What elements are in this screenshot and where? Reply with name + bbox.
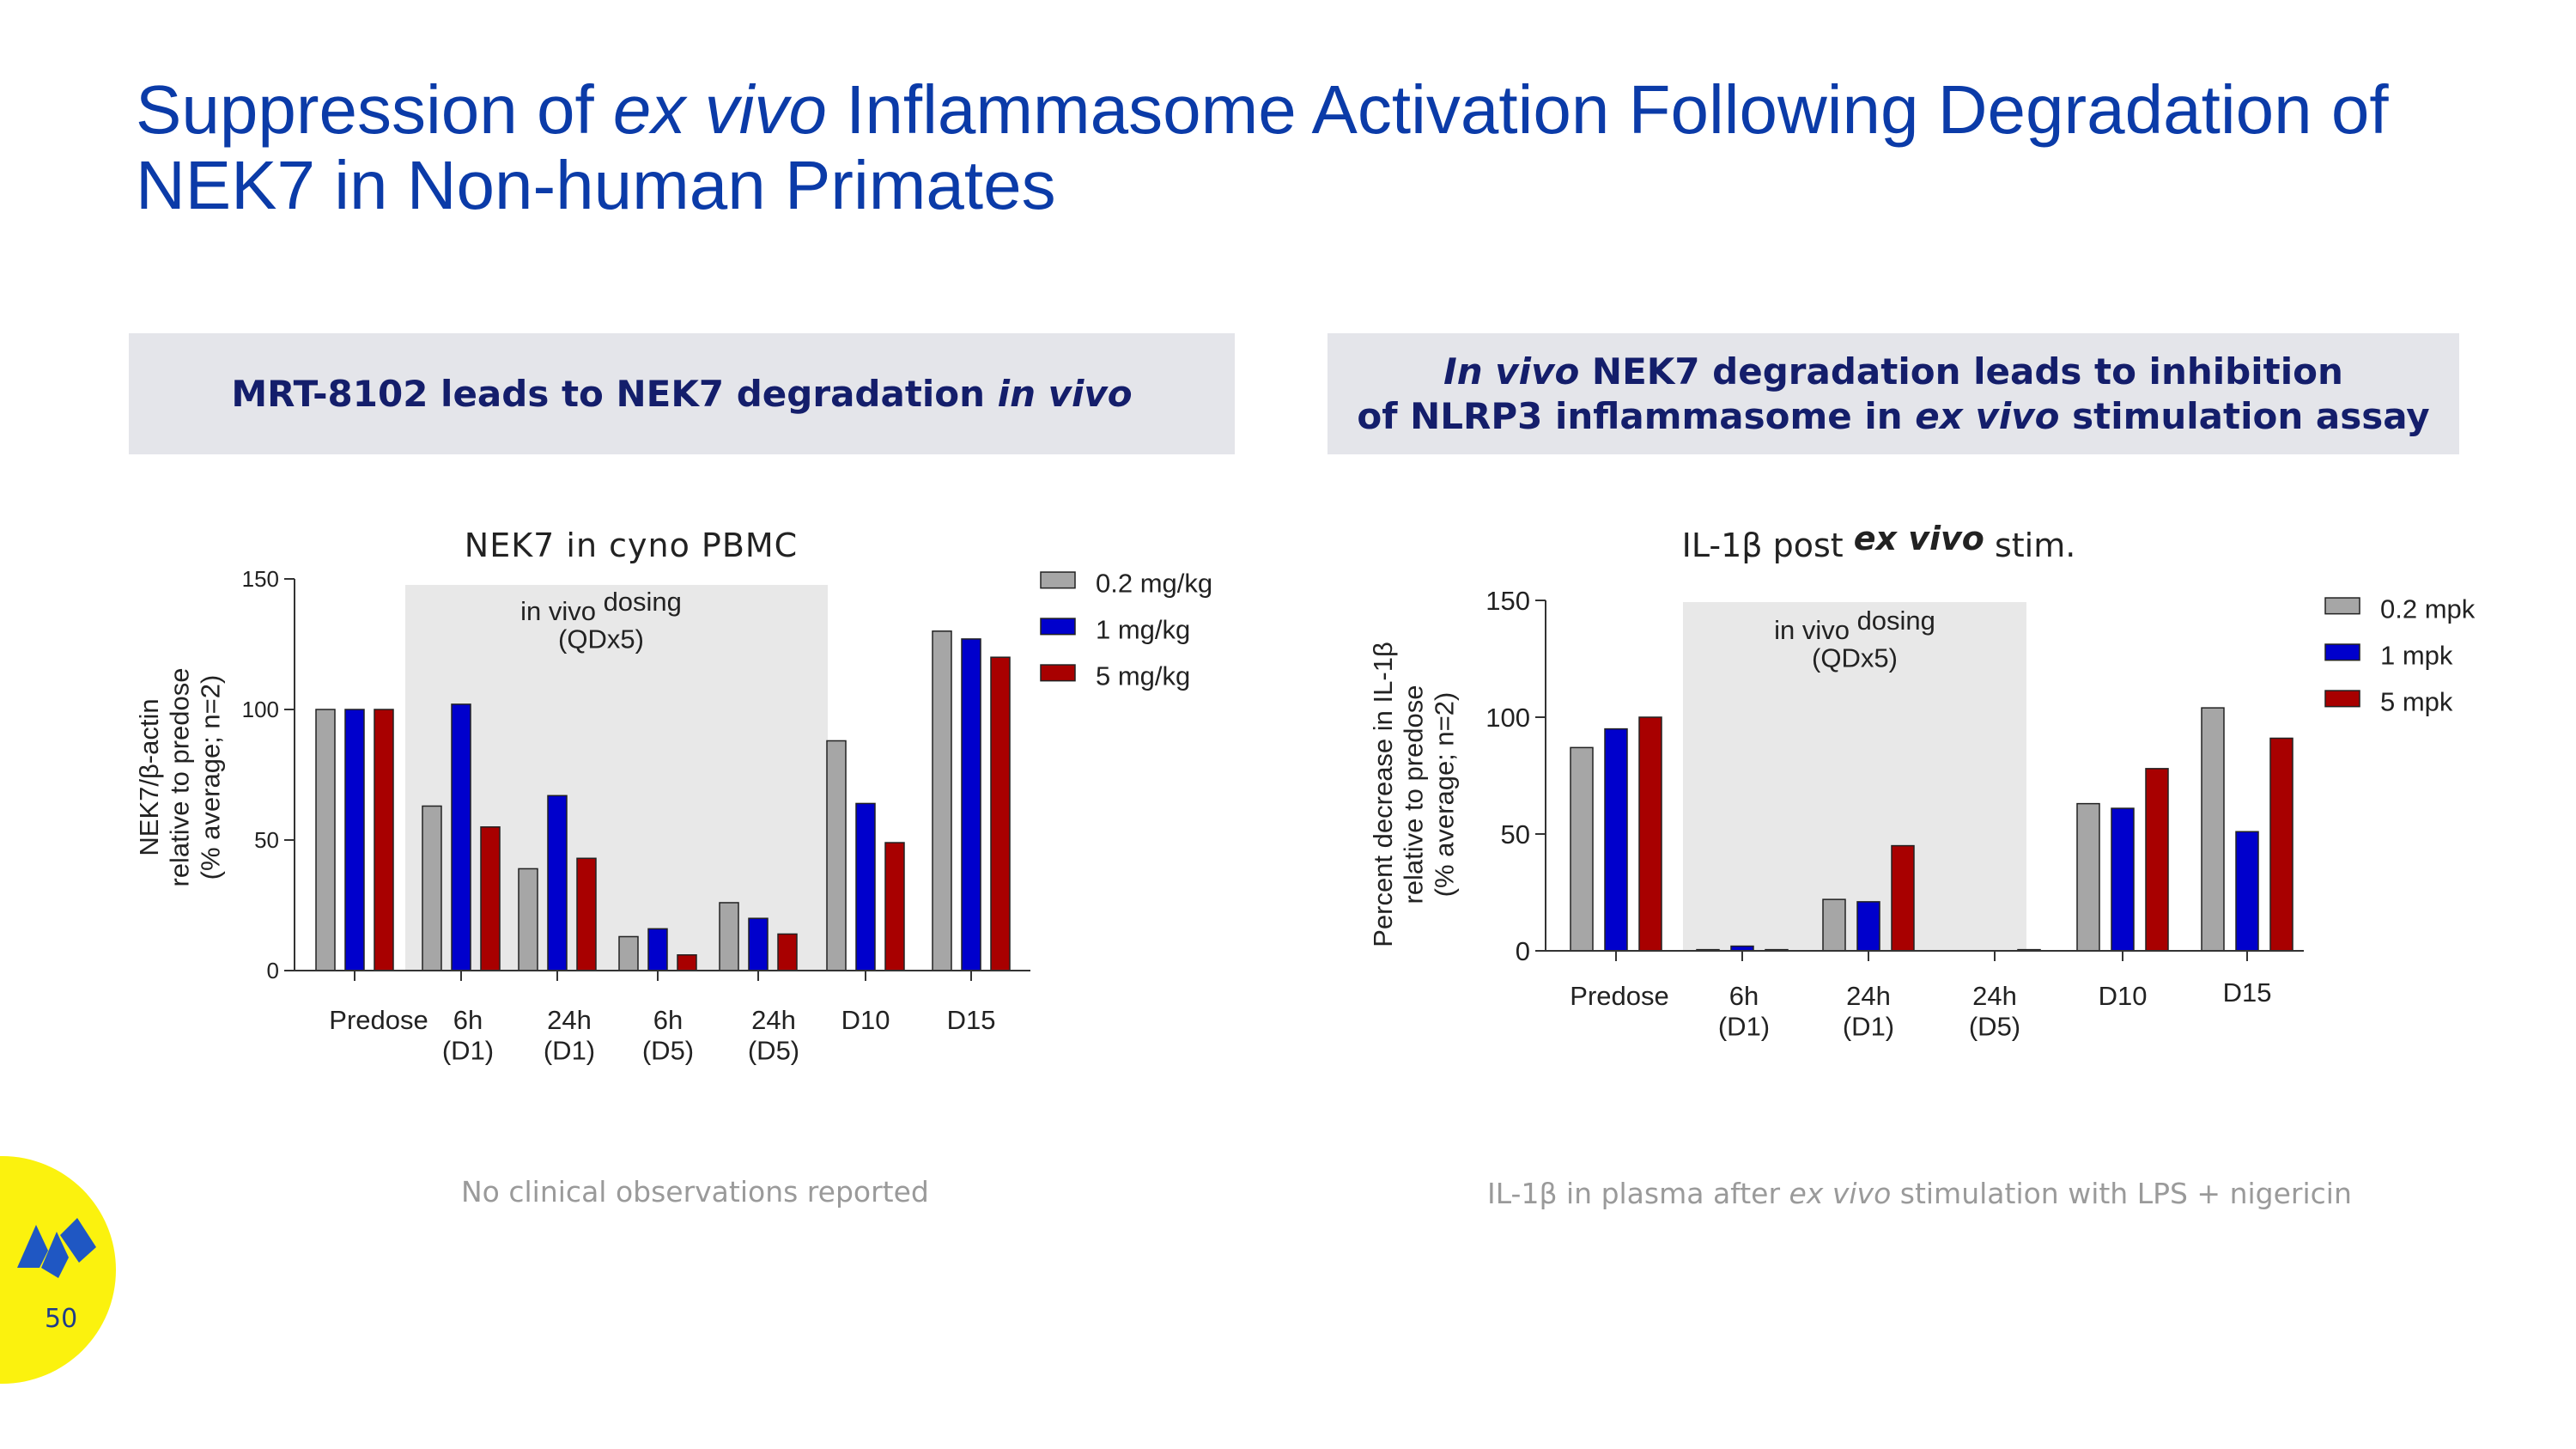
page-number: 50 <box>45 1304 78 1334</box>
right-footnote-part2: stimulation with LPS + nigericin <box>1891 1177 2352 1210</box>
x-tick-label: D10 <box>841 1005 890 1035</box>
y-axis-label-line-3: (% average; n=2) <box>1429 692 1459 898</box>
dosing-label: in vivo dosing <box>1774 606 1935 645</box>
x-tick-label: 24h <box>1972 981 2017 1011</box>
chart-right-title: IL-1β post ex vivo stim. <box>1682 520 2076 564</box>
title-italic: ex vivo <box>612 71 827 148</box>
x-tick-sublabel: (D1) <box>1843 1012 1894 1042</box>
y-tick-label: 50 <box>254 827 279 853</box>
y-axis-label-line-2: relative to predose <box>1399 685 1429 904</box>
x-tick-label: 24h <box>751 1005 796 1035</box>
bar-2-3 <box>1856 901 1880 952</box>
dosing-label: in vivo dosing <box>520 587 682 626</box>
legend-label-2: 1 mpk <box>2380 640 2453 670</box>
x-tick-sublabel: (D1) <box>442 1036 494 1066</box>
x-tick-label: 24h <box>547 1005 592 1035</box>
legend-swatch-1 <box>2324 597 2360 615</box>
title-line2: NEK7 in Non-human Primates <box>136 147 1056 223</box>
right-footnote-italic: ex vivo <box>1789 1177 1892 1210</box>
legend-swatch-2 <box>1040 618 1076 636</box>
chart-left-title: NEK7 in cyno PBMC <box>465 527 798 564</box>
y-axis-label-line-2: relative to predose <box>165 667 195 886</box>
y-tick-label: 0 <box>1516 936 1530 966</box>
right-header-l2-normal1: of NLRP3 inflammasome in <box>1357 394 1916 437</box>
x-tick-sublabel: (D1) <box>1718 1012 1770 1042</box>
y-tick-label: 50 <box>1501 819 1530 849</box>
legend-swatch-1 <box>1040 571 1076 589</box>
bar-2-1 <box>1604 728 1628 952</box>
dosing-shaded-region <box>405 585 828 971</box>
y-axis-label-line-3: (% average; n=2) <box>195 675 225 880</box>
legend-label-3: 5 mg/kg <box>1096 661 1190 691</box>
legend-label-1: 0.2 mg/kg <box>1096 568 1212 598</box>
company-logo-icon <box>17 1218 96 1278</box>
x-tick-label: 24h <box>1846 981 1891 1011</box>
right-panel-header: In vivo NEK7 degradation leads to inhibi… <box>1327 333 2459 454</box>
right-header-l2-italic: ex vivo <box>1915 394 2060 437</box>
left-header-normal: MRT-8102 leads to NEK7 degradation <box>231 372 998 415</box>
x-tick-label: D15 <box>2223 977 2272 1008</box>
title-part1: Suppression of <box>136 71 613 148</box>
right-header-l1-normal: NEK7 degradation leads to inhibition <box>1579 350 2343 393</box>
legend-swatch-3 <box>1040 664 1076 682</box>
x-tick-label: 6h <box>1729 981 1759 1011</box>
dosing-shaded-region <box>1683 602 2026 951</box>
legend-label-2: 1 mg/kg <box>1096 614 1190 644</box>
y-axis-label-line-1: Percent decrease in IL-1β <box>1368 642 1398 947</box>
right-footnote-part1: IL-1β in plasma after <box>1487 1177 1789 1210</box>
y-axis-label-line-1: NEK7/β-actin <box>134 698 164 855</box>
x-tick-label: 6h <box>653 1005 683 1035</box>
x-tick-sublabel: (D1) <box>544 1036 595 1066</box>
bar-1-1 <box>1570 746 1594 952</box>
x-tick-label: D15 <box>947 1005 996 1035</box>
x-tick-sublabel: (D5) <box>748 1036 799 1066</box>
y-tick-label: 150 <box>242 566 279 592</box>
x-tick-label: D10 <box>2099 981 2148 1011</box>
title-part2: Inflammasome Activation Following Degrad… <box>826 71 2389 148</box>
dosing-schedule-label: (QDx5) <box>1812 643 1898 673</box>
y-tick-label: 0 <box>267 958 279 983</box>
bar-3-3 <box>1891 844 1915 952</box>
x-tick-label: Predose <box>329 1005 428 1035</box>
left-footnote: No clinical observations reported <box>461 1175 929 1209</box>
bar-1-5 <box>2076 802 2100 952</box>
x-tick-sublabel: (D5) <box>642 1036 694 1066</box>
right-footnote: IL-1β in plasma after ex vivo stimulatio… <box>1487 1177 2352 1210</box>
bar-2-6 <box>2235 831 2259 952</box>
bar-1-3 <box>1822 898 1846 952</box>
x-tick-label: Predose <box>1570 981 1668 1011</box>
y-tick-label: 100 <box>242 697 279 722</box>
right-header-l2-normal2: stimulation assay <box>2059 394 2430 437</box>
dosing-schedule-label: (QDx5) <box>558 624 644 654</box>
bar-3-6 <box>2269 737 2293 952</box>
right-header-l1-italic: In vivo <box>1443 350 1580 393</box>
bar-2-5 <box>2111 807 2135 952</box>
bar-3-5 <box>2145 768 2169 952</box>
legend-swatch-3 <box>2324 690 2360 708</box>
bar-3-1 <box>1638 716 1662 952</box>
x-tick-sublabel: (D5) <box>1969 1012 2020 1042</box>
left-header-italic: in vivo <box>997 372 1133 415</box>
left-panel-header: MRT-8102 leads to NEK7 degradation in vi… <box>129 333 1235 454</box>
x-tick-label: 6h <box>453 1005 483 1035</box>
slide-title: Suppression of ex vivo Inflammasome Acti… <box>136 72 2523 223</box>
bar-1-6 <box>2201 707 2225 952</box>
legend-label-1: 0.2 mpk <box>2380 594 2476 624</box>
legend-label-3: 5 mpk <box>2380 686 2453 716</box>
y-tick-label: 100 <box>1485 703 1530 733</box>
y-tick-label: 150 <box>1485 586 1530 616</box>
legend-swatch-2 <box>2324 643 2360 661</box>
